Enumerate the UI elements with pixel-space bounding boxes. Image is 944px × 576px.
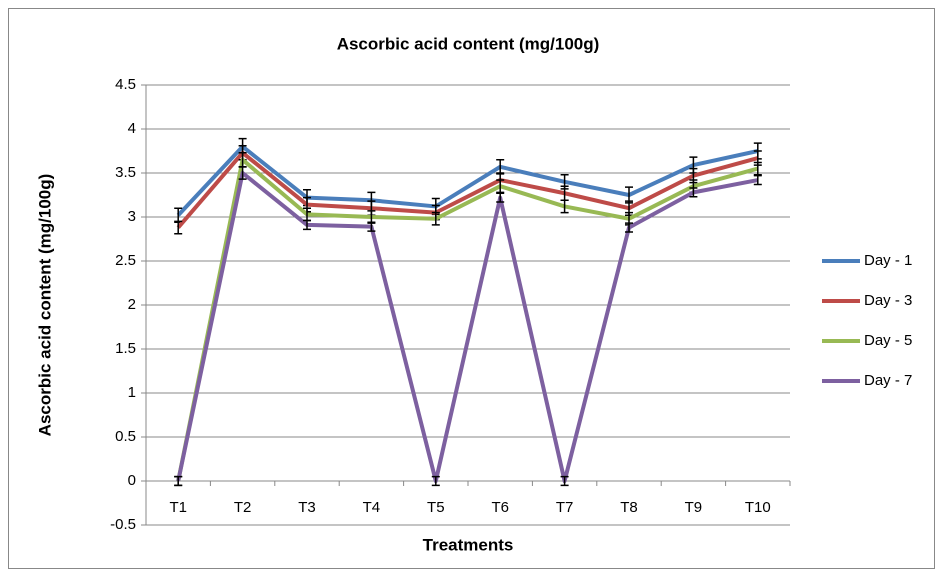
legend-label: Day - 1 xyxy=(864,252,912,269)
error-bar xyxy=(560,475,569,487)
x-tick-label: T3 xyxy=(298,499,316,516)
error-bar xyxy=(367,221,376,232)
error-bar xyxy=(753,174,762,186)
y-tick-label: 4 xyxy=(128,120,136,137)
error-bar xyxy=(689,187,698,198)
y-tick-label: 3.5 xyxy=(115,164,136,181)
x-tick-label: T5 xyxy=(427,499,445,516)
x-axis-title: Treatments xyxy=(423,535,514,554)
error-bar xyxy=(496,179,505,194)
series-line xyxy=(176,171,759,483)
y-tick-label: 2 xyxy=(128,296,136,313)
legend-label: Day - 3 xyxy=(864,292,912,309)
error-bar xyxy=(431,475,440,487)
y-tick-label: 0 xyxy=(128,472,136,489)
error-bar xyxy=(238,166,247,180)
error-bar xyxy=(303,219,311,231)
y-tick-label: 3 xyxy=(128,208,136,225)
y-axis-title: Ascorbic acid content (mg/100g) xyxy=(35,174,54,437)
y-tick-label: -0.5 xyxy=(110,516,136,533)
x-tick-label: T1 xyxy=(169,499,187,516)
x-tick-label: T2 xyxy=(234,499,252,516)
x-tick-label: T9 xyxy=(685,499,703,516)
y-tick-label: 1 xyxy=(128,384,136,401)
y-tick-label: 2.5 xyxy=(115,252,136,269)
legend-label: Day - 5 xyxy=(864,332,912,349)
series-line xyxy=(176,144,759,217)
error-bar xyxy=(174,220,183,235)
error-bar xyxy=(560,199,569,214)
series-line xyxy=(176,157,759,482)
y-tick-label: 0.5 xyxy=(115,428,136,445)
y-tick-label: 4.5 xyxy=(115,76,136,93)
error-bar xyxy=(753,161,762,176)
x-tick-label: T4 xyxy=(363,499,381,516)
chart-border xyxy=(8,8,935,569)
x-tick-label: T8 xyxy=(620,499,638,516)
legend-label: Day - 7 xyxy=(864,372,912,389)
x-tick-label: T10 xyxy=(745,499,771,516)
error-bar xyxy=(625,222,633,233)
error-bar xyxy=(431,211,440,226)
x-tick-label: T7 xyxy=(556,499,574,516)
chart-title: Ascorbic acid content (mg/100g) xyxy=(337,34,600,53)
error-bar xyxy=(174,475,183,487)
series-line xyxy=(176,150,759,229)
x-tick-label: T6 xyxy=(491,499,509,516)
y-tick-label: 1.5 xyxy=(115,340,136,357)
error-bar xyxy=(496,192,505,203)
